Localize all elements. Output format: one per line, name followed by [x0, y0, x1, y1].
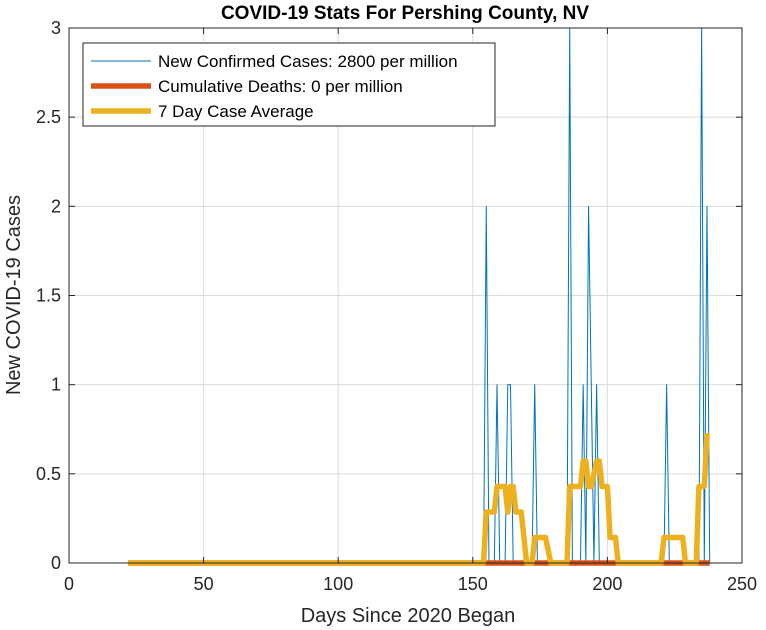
- legend-entry-new-cases: New Confirmed Cases: 2800 per million: [158, 52, 458, 71]
- new-cases-line: [128, 27, 711, 564]
- y-tick-label: 2.5: [36, 107, 61, 127]
- legend-entry-seven-day-average: 7 Day Case Average: [158, 102, 314, 121]
- x-tick-label: 250: [727, 574, 757, 594]
- y-tick-label: 3: [51, 18, 61, 38]
- x-tick-label: 50: [194, 574, 214, 594]
- seven-day-average-line: [128, 432, 710, 566]
- legend-box: [82, 42, 496, 127]
- legend: New Confirmed Cases: 2800 per million Cum…: [82, 42, 496, 127]
- x-tick-label: 150: [458, 574, 488, 594]
- y-tick-label: 0: [51, 553, 61, 573]
- x-axis-label: Days Since 2020 Began: [301, 605, 516, 627]
- y-axis-label: New COVID-19 Cases: [3, 195, 25, 395]
- chart-title: COVID-19 Stats For Pershing County, NV: [221, 3, 589, 24]
- y-tick-labels: 0 0.5 1 1.5 2 2.5 3: [36, 18, 61, 573]
- y-tick-label: 2: [51, 196, 61, 216]
- legend-entry-cumulative-deaths: Cumulative Deaths: 0 per million: [158, 77, 403, 96]
- y-tick-label: 1.5: [36, 286, 61, 306]
- y-tick-label: 0.5: [36, 464, 61, 484]
- x-tick-labels: 0 50 100 150 200 250: [64, 574, 757, 594]
- y-tick-label: 1: [51, 375, 61, 395]
- x-tick-label: 100: [323, 574, 353, 594]
- tick-marks: [68, 27, 743, 564]
- x-tick-label: 200: [592, 574, 622, 594]
- x-tick-label: 0: [64, 574, 74, 594]
